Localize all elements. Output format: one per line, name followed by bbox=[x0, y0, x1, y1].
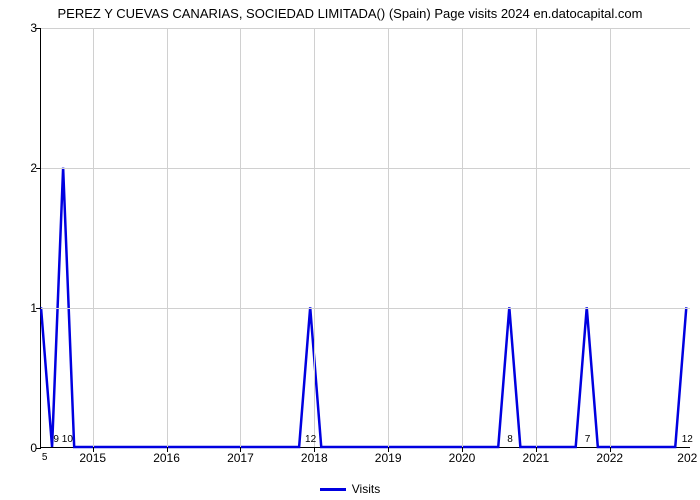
line-series bbox=[41, 28, 690, 447]
x-tick-mark bbox=[610, 447, 611, 452]
gridline-h bbox=[41, 28, 690, 29]
x-tick-label: 2015 bbox=[79, 451, 106, 465]
gridline-v bbox=[388, 28, 389, 447]
legend: Visits bbox=[0, 482, 700, 496]
x-tick-mark bbox=[167, 447, 168, 452]
gridline-v bbox=[240, 28, 241, 447]
gridline-v bbox=[610, 28, 611, 447]
legend-label: Visits bbox=[352, 482, 380, 496]
y-tick-label: 0 bbox=[17, 441, 37, 455]
x-tick-minor-label: 5 bbox=[42, 452, 48, 463]
chart-title: PEREZ Y CUEVAS CANARIAS, SOCIEDAD LIMITA… bbox=[0, 6, 700, 21]
y-tick-mark bbox=[36, 308, 41, 309]
peak-value-label: 12 bbox=[682, 434, 693, 445]
y-tick-mark bbox=[36, 168, 41, 169]
gridline-v bbox=[462, 28, 463, 447]
legend-swatch bbox=[320, 488, 346, 491]
y-tick-mark bbox=[36, 448, 41, 449]
x-tick-mark bbox=[314, 447, 315, 452]
gridline-v bbox=[167, 28, 168, 447]
gridline-v bbox=[536, 28, 537, 447]
x-tick-label: 2020 bbox=[449, 451, 476, 465]
x-tick-mark bbox=[240, 447, 241, 452]
x-tick-label: 2019 bbox=[375, 451, 402, 465]
gridline-h bbox=[41, 168, 690, 169]
x-tick-mark bbox=[536, 447, 537, 452]
x-tick-mark bbox=[462, 447, 463, 452]
plot-area: 0123201520162017201820192020202120225202… bbox=[40, 28, 690, 448]
x-tick-label: 2022 bbox=[596, 451, 623, 465]
gridline-v bbox=[93, 28, 94, 447]
gridline-v bbox=[314, 28, 315, 447]
y-tick-label: 2 bbox=[17, 161, 37, 175]
y-tick-mark bbox=[36, 28, 41, 29]
x-tick-label-edge: 202 bbox=[677, 451, 697, 465]
peak-value-label: 7 bbox=[585, 434, 591, 445]
x-tick-label: 2017 bbox=[227, 451, 254, 465]
visits-chart: PEREZ Y CUEVAS CANARIAS, SOCIEDAD LIMITA… bbox=[0, 0, 700, 500]
peak-value-label: 12 bbox=[305, 434, 316, 445]
x-tick-label: 2016 bbox=[153, 451, 180, 465]
x-tick-mark bbox=[93, 447, 94, 452]
y-tick-label: 3 bbox=[17, 21, 37, 35]
gridline-h bbox=[41, 308, 690, 309]
y-tick-label: 1 bbox=[17, 301, 37, 315]
x-tick-label: 2018 bbox=[301, 451, 328, 465]
peak-value-label: 9 10 bbox=[53, 434, 72, 445]
peak-value-label: 8 bbox=[507, 434, 513, 445]
x-tick-label: 2021 bbox=[523, 451, 550, 465]
x-tick-mark bbox=[388, 447, 389, 452]
